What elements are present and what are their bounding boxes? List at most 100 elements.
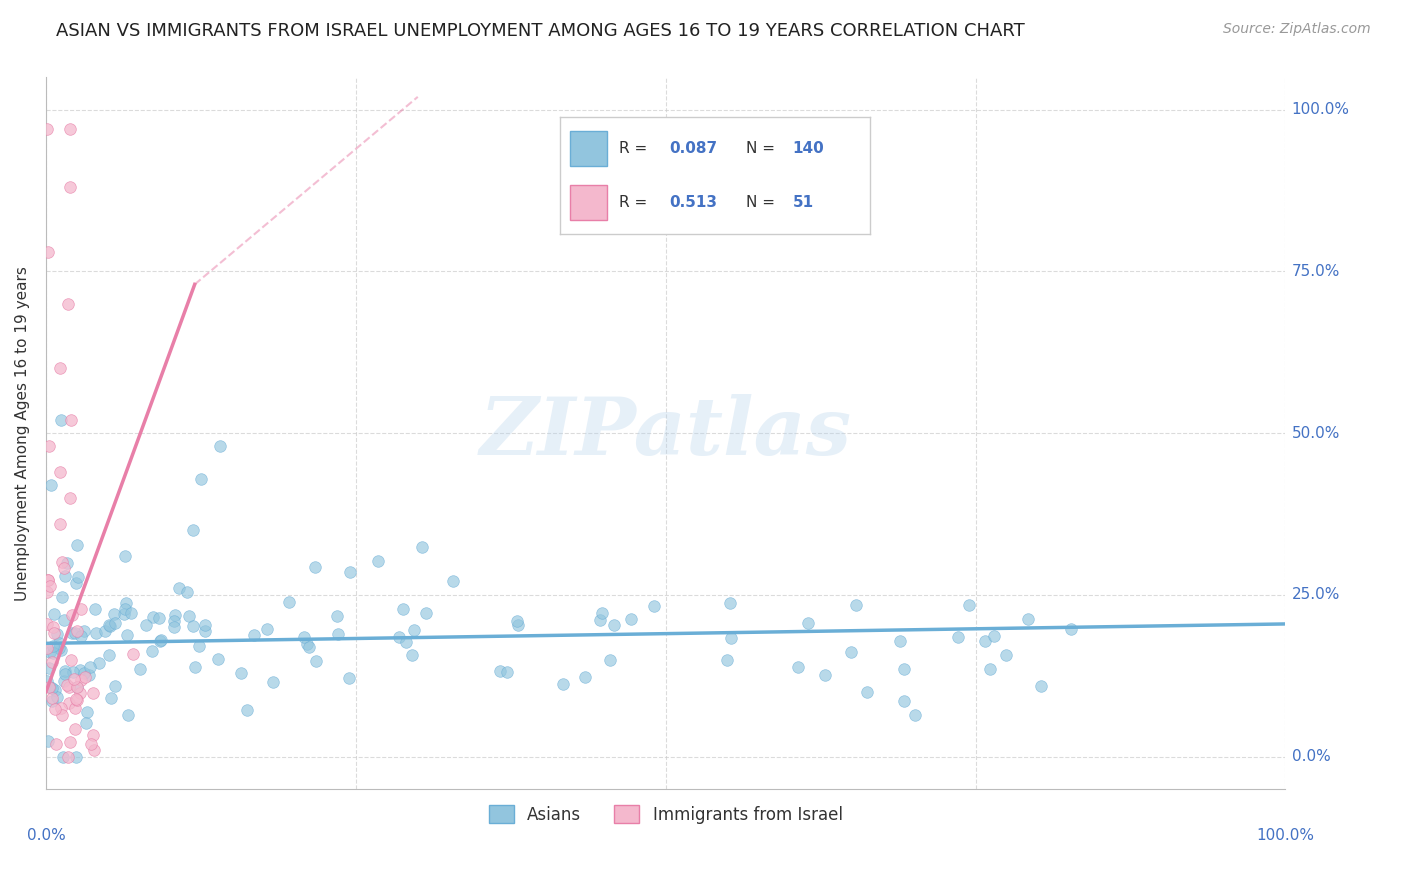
- Text: 100.0%: 100.0%: [1257, 828, 1315, 843]
- Point: [243, 628, 266, 642]
- Point: [87, 656, 110, 670]
- Text: ZIPatlas: ZIPatlas: [479, 394, 852, 472]
- Point: [337, 671, 360, 685]
- Point: [845, 598, 868, 612]
- Point: [45, 737, 67, 751]
- Point: [441, 574, 464, 588]
- Point: [391, 602, 413, 616]
- Point: [41, 681, 63, 695]
- Point: [100, 691, 122, 706]
- Point: [37, 122, 59, 136]
- Point: [69, 663, 91, 677]
- Point: [720, 631, 742, 645]
- Point: [37, 574, 59, 588]
- Point: [415, 606, 437, 620]
- Point: [44, 701, 66, 715]
- Point: [69, 629, 91, 643]
- Point: [643, 599, 665, 613]
- Text: 50.0%: 50.0%: [1292, 425, 1340, 441]
- Point: [44, 683, 66, 698]
- Point: [65, 576, 87, 591]
- Point: [591, 606, 613, 620]
- Point: [42, 607, 65, 621]
- Point: [63, 626, 86, 640]
- Point: [367, 554, 389, 568]
- Point: [179, 608, 201, 623]
- Point: [60, 626, 83, 640]
- Point: [149, 634, 172, 648]
- Point: [163, 614, 186, 628]
- Point: [69, 601, 91, 615]
- Point: [59, 180, 82, 194]
- Point: [41, 656, 63, 670]
- Point: [38, 439, 60, 453]
- Point: [56, 678, 79, 692]
- Point: [121, 648, 143, 662]
- Point: [56, 749, 79, 764]
- Point: [65, 749, 87, 764]
- Point: [209, 439, 232, 453]
- Point: [889, 634, 911, 648]
- Point: [59, 653, 82, 667]
- Point: [58, 297, 80, 311]
- Point: [51, 590, 73, 604]
- Point: [49, 413, 72, 427]
- Point: [77, 668, 100, 682]
- Text: 25.0%: 25.0%: [1292, 587, 1340, 602]
- Point: [325, 609, 347, 624]
- Point: [37, 574, 59, 588]
- Point: [176, 584, 198, 599]
- Point: [401, 648, 423, 663]
- Point: [48, 640, 70, 655]
- Point: [339, 565, 361, 579]
- Point: [51, 556, 73, 570]
- Point: [67, 570, 90, 584]
- Point: [51, 707, 73, 722]
- Point: [903, 708, 925, 723]
- Point: [141, 644, 163, 658]
- Point: [163, 619, 186, 633]
- Point: [48, 516, 70, 531]
- Point: [38, 680, 60, 694]
- Point: [49, 465, 72, 479]
- Point: [79, 660, 101, 674]
- Point: [63, 673, 86, 687]
- Point: [489, 664, 512, 678]
- Point: [42, 620, 65, 634]
- Point: [45, 690, 67, 705]
- Point: [292, 630, 315, 644]
- Point: [65, 722, 87, 736]
- Point: [786, 659, 808, 673]
- Point: [150, 633, 173, 648]
- Point: [53, 569, 76, 583]
- Point: [114, 549, 136, 563]
- Point: [973, 634, 995, 648]
- Y-axis label: Unemployment Among Ages 16 to 19 years: Unemployment Among Ages 16 to 19 years: [15, 266, 30, 600]
- Point: [37, 616, 59, 631]
- Point: [207, 652, 229, 666]
- Point: [1060, 622, 1083, 636]
- Point: [94, 624, 117, 638]
- Point: [37, 734, 59, 748]
- Point: [181, 619, 204, 633]
- Point: [181, 523, 204, 537]
- Point: [82, 728, 104, 742]
- Point: [46, 627, 69, 641]
- Point: [278, 595, 301, 609]
- Point: [184, 659, 207, 673]
- Point: [839, 645, 862, 659]
- Point: [52, 749, 75, 764]
- Point: [716, 653, 738, 667]
- Point: [797, 616, 820, 631]
- Point: [37, 245, 59, 260]
- Point: [135, 617, 157, 632]
- Point: [80, 737, 103, 751]
- Point: [53, 666, 76, 681]
- Point: [76, 705, 98, 719]
- Point: [73, 666, 96, 681]
- Point: [946, 630, 969, 644]
- Point: [60, 607, 83, 622]
- Point: [97, 648, 120, 662]
- Point: [574, 670, 596, 684]
- Point: [84, 602, 107, 616]
